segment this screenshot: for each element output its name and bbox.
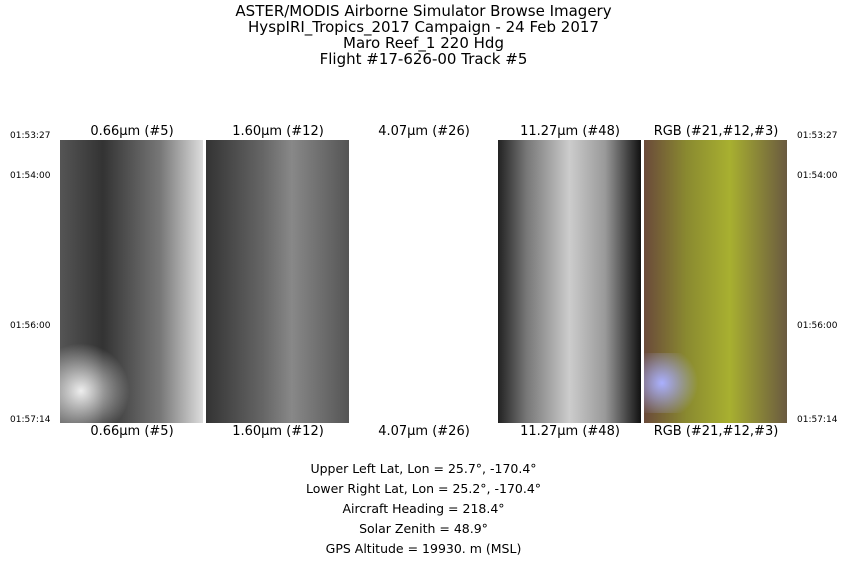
time-left-3: 01:56:00 xyxy=(10,321,51,331)
title-line-2: HyspIRI_Tropics_2017 Campaign - 24 Feb 2… xyxy=(248,18,599,36)
time-right-4: 01:57:14 xyxy=(797,415,838,425)
time-left-1: 01:53:27 xyxy=(10,131,51,141)
band-label-bottom-4: 11.27µm (#48) xyxy=(520,424,620,439)
bright-patch xyxy=(60,343,130,423)
image-band-0.66 xyxy=(60,140,203,423)
image-band-1.60 xyxy=(206,140,349,423)
time-left-2: 01:54:00 xyxy=(10,171,51,181)
time-right-1: 01:53:27 xyxy=(797,131,838,141)
band-label-top-3: 4.07µm (#26) xyxy=(378,124,470,139)
band-label-top-1: 0.66µm (#5) xyxy=(90,124,174,139)
band-label-bottom-3: 4.07µm (#26) xyxy=(378,424,470,439)
title-line-3: Maro Reef_1 220 Hdg xyxy=(343,34,504,52)
band-label-top-4: 11.27µm (#48) xyxy=(520,124,620,139)
blue-patch xyxy=(644,353,704,413)
gps-altitude: GPS Altitude = 19930. m (MSL) xyxy=(325,541,522,556)
upper-left-latlon: Upper Left Lat, Lon = 25.7°, -170.4° xyxy=(310,461,537,476)
image-band-11.27 xyxy=(498,140,641,423)
band-label-bottom-2: 1.60µm (#12) xyxy=(232,424,324,439)
band-label-top-5: RGB (#21,#12,#3) xyxy=(653,124,779,139)
image-rgb xyxy=(644,140,787,423)
band-label-bottom-5: RGB (#21,#12,#3) xyxy=(653,424,779,439)
aircraft-heading: Aircraft Heading = 218.4° xyxy=(342,501,505,516)
title-line-4: Flight #17-626-00 Track #5 xyxy=(319,50,528,68)
band-label-top-2: 1.60µm (#12) xyxy=(232,124,324,139)
time-right-2: 01:54:00 xyxy=(797,171,838,181)
band-label-bottom-1: 0.66µm (#5) xyxy=(90,424,174,439)
title-line-1: ASTER/MODIS Airborne Simulator Browse Im… xyxy=(235,2,612,20)
lower-right-latlon: Lower Right Lat, Lon = 25.2°, -170.4° xyxy=(305,481,542,496)
solar-zenith: Solar Zenith = 48.9° xyxy=(359,521,488,536)
time-right-3: 01:56:00 xyxy=(797,321,838,331)
time-left-4: 01:57:14 xyxy=(10,415,51,425)
